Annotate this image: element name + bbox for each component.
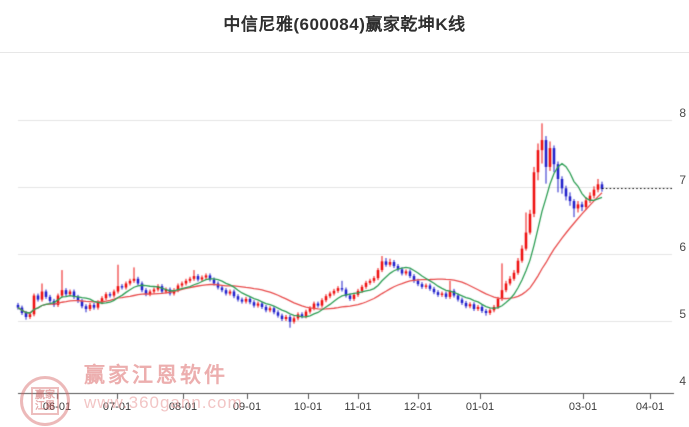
x-tick-label: 06-01 <box>42 401 72 413</box>
x-tick-label: 07-01 <box>102 401 132 413</box>
x-tick-label: 01-01 <box>465 401 495 413</box>
y-tick-label: 5 <box>679 307 686 321</box>
x-tick-label: 03-01 <box>568 401 598 413</box>
x-tick-label: 04-01 <box>635 401 665 413</box>
y-tick-label: 7 <box>679 173 686 187</box>
x-tick-label: 11-01 <box>344 401 372 413</box>
y-tick-label: 8 <box>679 106 686 120</box>
x-tick-label: 08-01 <box>168 401 198 413</box>
x-tick-label: 12-01 <box>403 401 433 413</box>
x-tick-label: 09-01 <box>232 401 262 413</box>
x-tick-label: 10-01 <box>293 401 323 413</box>
y-tick-label: 4 <box>679 374 686 388</box>
y-tick-label: 6 <box>679 240 686 254</box>
